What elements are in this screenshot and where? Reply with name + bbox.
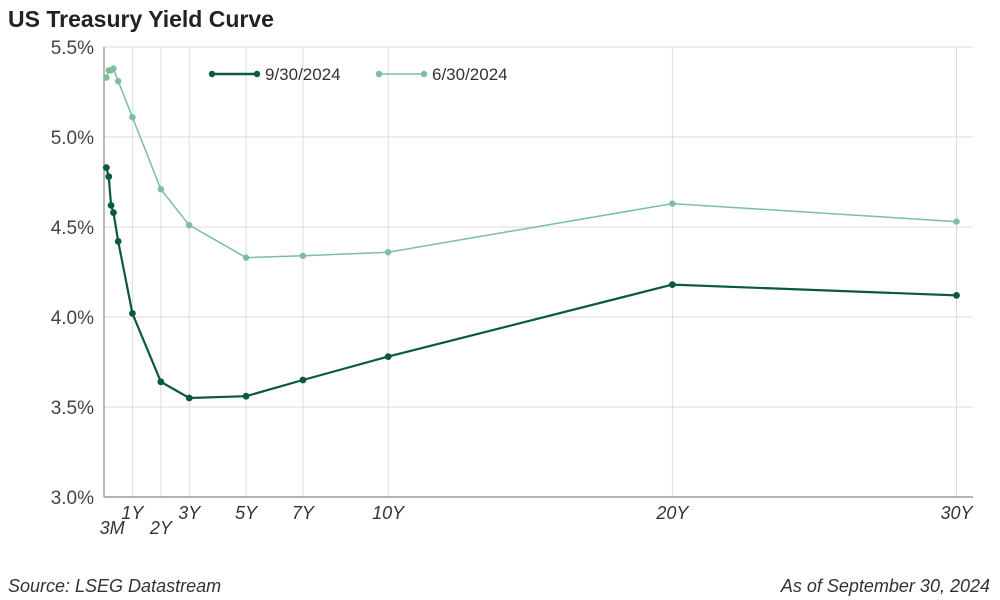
series-line [105,67,957,259]
legend-swatch-point [375,70,383,78]
data-point [107,202,115,209]
chart-title: US Treasury Yield Curve [8,6,274,32]
data-point [299,376,307,384]
data-point [185,394,193,402]
data-point [105,173,113,181]
y-tick-label: 4.0% [51,308,94,329]
data-point [242,254,250,261]
data-point [953,218,960,225]
source-note: Source: LSEG Datastream [8,576,222,596]
legend-label: 9/30/2024 [265,65,341,84]
data-point [953,292,960,299]
axes [103,47,973,498]
y-tick-label: 3.0% [51,488,94,509]
x-tick-label: 3M [100,518,125,538]
x-tick-label: 5Y [235,503,259,523]
data-point [668,281,676,288]
data-point [157,186,165,193]
y-tick-label: 3.5% [51,398,94,419]
data-point [186,222,193,229]
data-point [110,209,117,217]
y-axis-ticks: 3.0% 3.5% 4.0% 4.5% 5.0% 5.5% [51,38,94,509]
y-tick-label: 4.5% [51,218,94,239]
gridlines [104,46,973,497]
data-point [242,392,250,400]
series-line [105,167,957,400]
x-tick-label: 20Y [655,503,690,523]
data-point [157,378,165,386]
x-tick-label: 3Y [178,503,202,523]
data-point [669,200,676,207]
data-point [115,78,122,85]
data-point [129,114,136,121]
x-tick-label: 1Y [121,503,145,523]
y-tick-label: 5.0% [51,128,94,149]
legend-swatch-point [208,70,216,78]
x-tick-label: 2Y [149,518,174,538]
data-point [114,238,122,245]
legend-swatch-point [253,70,261,78]
as-of-date: As of September 30, 2024 [780,576,990,596]
legend: 9/30/2024 6/30/2024 [208,65,508,84]
x-tick-label: 10Y [372,503,406,523]
legend-swatch-point [420,70,428,78]
data-point [102,164,110,172]
data-point [299,252,307,259]
y-tick-label: 5.5% [51,38,94,59]
data-point [110,65,117,72]
data-point [129,310,136,317]
x-tick-label: 30Y [941,503,975,523]
series-lines [102,65,960,402]
legend-label: 6/30/2024 [432,65,508,84]
data-point [103,74,110,81]
data-point [384,353,392,360]
x-tick-label: 7Y [292,503,316,523]
data-point [384,249,392,256]
